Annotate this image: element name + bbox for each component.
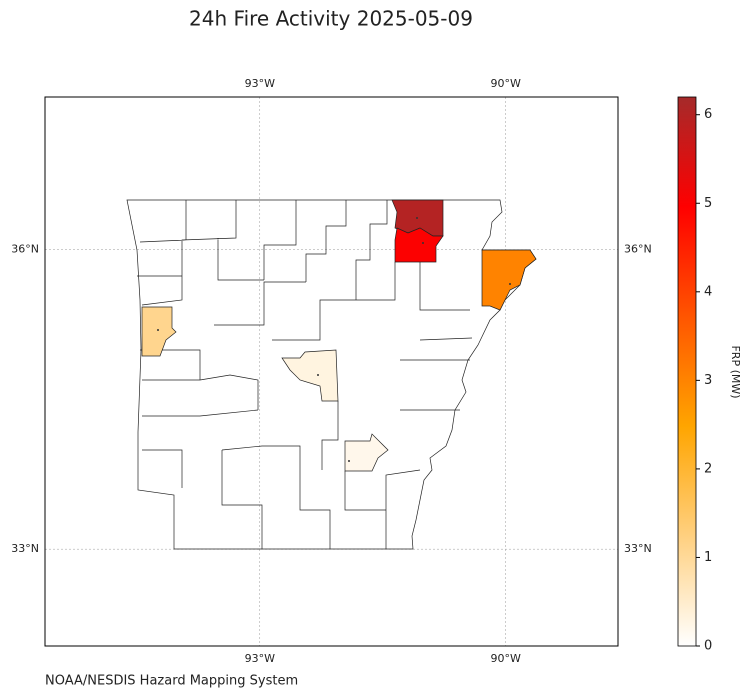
fire-county: [281, 349, 339, 402]
y-tick-label: 33°N: [11, 542, 39, 555]
x-tick-label: 93°W: [245, 77, 275, 90]
x-tick-label: 93°W: [245, 652, 275, 665]
fire-point: [157, 329, 159, 331]
colorbar-tick-label: 5: [704, 196, 712, 211]
y-tick-label: 36°N: [11, 243, 39, 256]
y-tick-label: 33°N: [624, 542, 652, 555]
fire-county: [394, 227, 444, 263]
fire-point: [317, 374, 319, 376]
fire-county: [481, 249, 537, 311]
colorbar-label: FRP (MW): [729, 345, 742, 398]
colorbar: [677, 96, 697, 647]
fire-point: [416, 217, 418, 219]
colorbar-tick-label: 4: [704, 284, 712, 299]
map-title: 24h Fire Activity 2025-05-09: [189, 7, 473, 31]
fire-county: [141, 306, 177, 357]
fire-county: [344, 433, 389, 472]
colorbar-tick-label: 2: [704, 461, 712, 476]
colorbar-tick-label: 3: [704, 373, 712, 388]
colorbar-tick-label: 6: [704, 107, 712, 122]
fire-point: [348, 460, 350, 462]
x-tick-label: 90°W: [491, 652, 521, 665]
source-label: NOAA/NESDIS Hazard Mapping System: [45, 674, 298, 689]
y-tick-label: 36°N: [624, 243, 652, 256]
x-tick-label: 90°W: [491, 77, 521, 90]
colorbar-tick-label: 0: [704, 639, 712, 654]
colorbar-tick-label: 1: [704, 550, 712, 565]
fire-point: [422, 242, 424, 244]
fire-point: [509, 283, 511, 285]
map-frame: [44, 96, 619, 647]
